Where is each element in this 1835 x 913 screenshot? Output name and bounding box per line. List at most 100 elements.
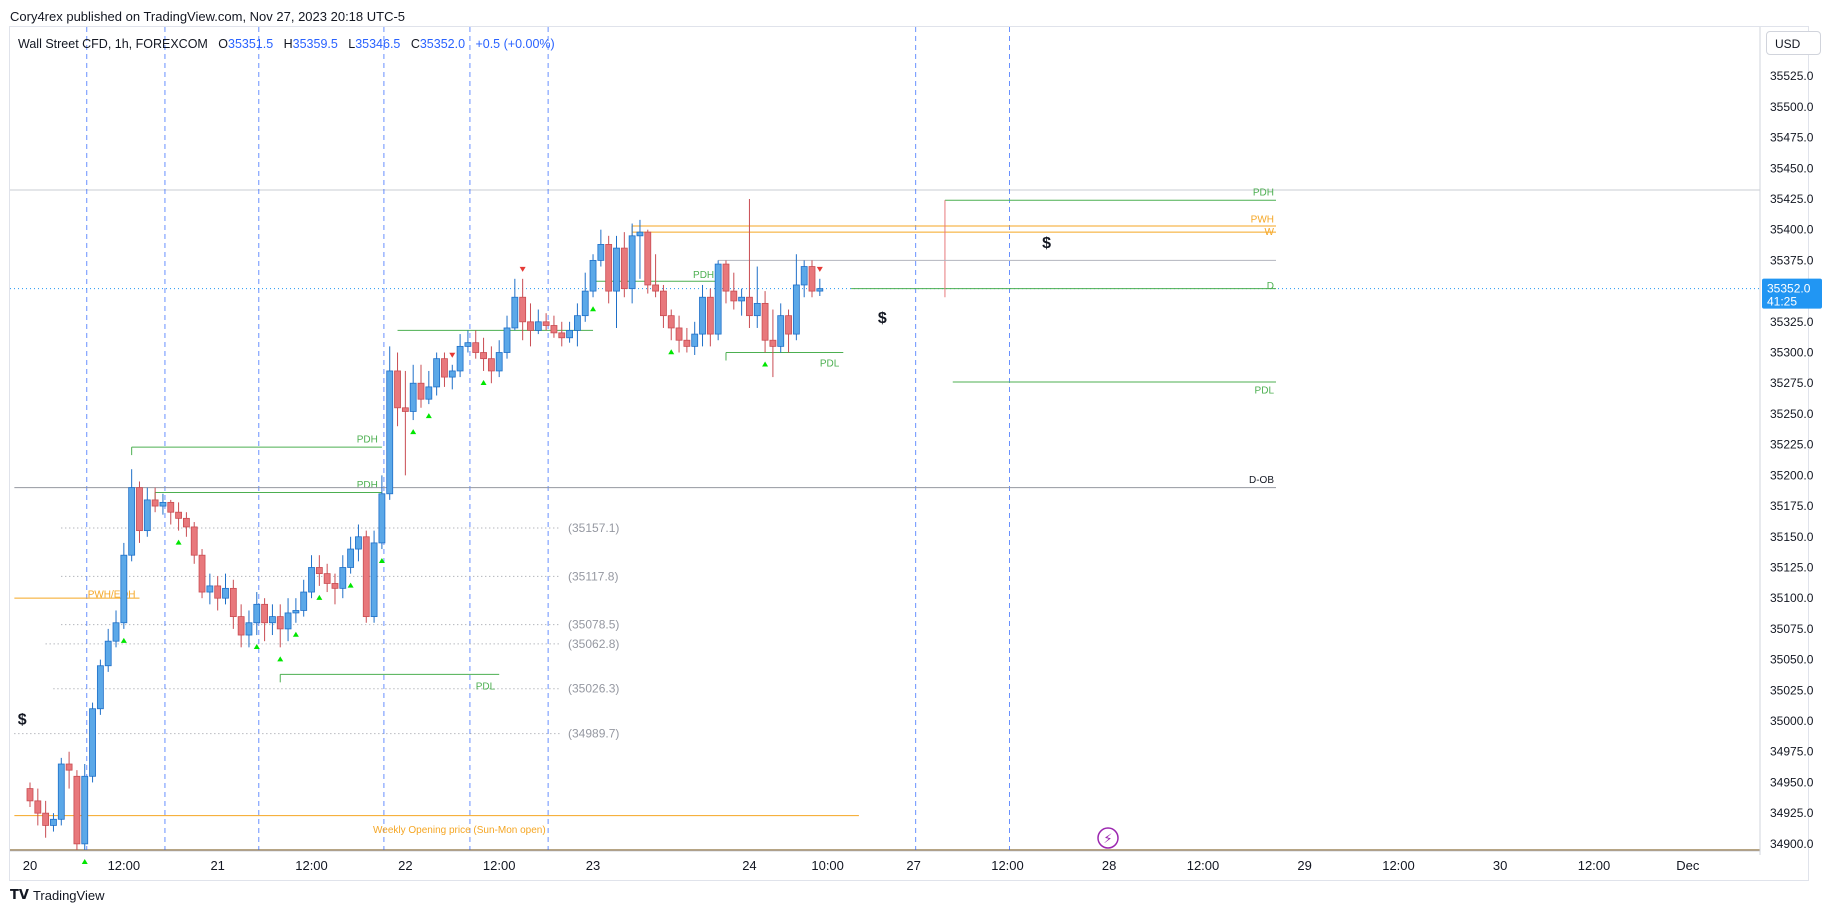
candle bbox=[441, 352, 448, 387]
candle-body bbox=[190, 526, 198, 556]
candle-body bbox=[417, 382, 425, 400]
candle bbox=[261, 598, 269, 642]
candle-body bbox=[487, 358, 495, 372]
candle-body bbox=[706, 296, 714, 335]
candle-body bbox=[42, 812, 50, 826]
footer-brand[interactable]: 𝗧𝗩 TradingView bbox=[10, 887, 104, 903]
pivot-high-marker bbox=[449, 352, 456, 358]
price-tick: 35375.0 bbox=[1770, 253, 1814, 267]
lightning-glyph: ⚡ bbox=[1103, 831, 1112, 846]
chart-frame[interactable] bbox=[9, 26, 1809, 881]
candle-body bbox=[605, 244, 613, 292]
candle bbox=[339, 555, 347, 599]
candle-body bbox=[143, 499, 151, 532]
candle bbox=[276, 604, 284, 648]
level-lines-layer: (35157.1) (35117.8) (35078.5) (35062.8) (350… bbox=[10, 188, 1760, 836]
price-tick: 35450.0 bbox=[1770, 161, 1814, 175]
candle-body bbox=[245, 622, 253, 636]
candle-body bbox=[777, 315, 785, 347]
candle-body bbox=[300, 591, 308, 611]
candle-body bbox=[480, 352, 487, 360]
pivot-low-marker bbox=[762, 361, 769, 367]
candle-body bbox=[503, 327, 511, 353]
fib-level-label: (35117.8) bbox=[568, 569, 618, 583]
candle bbox=[355, 524, 362, 562]
candle bbox=[331, 573, 339, 605]
candle-body bbox=[613, 247, 620, 292]
candle bbox=[222, 573, 229, 605]
candle bbox=[777, 303, 785, 353]
price-tag-bg bbox=[1762, 278, 1822, 309]
low-label: L bbox=[348, 37, 356, 51]
price-tick: 35275.0 bbox=[1770, 376, 1814, 390]
candle bbox=[534, 309, 542, 335]
candle bbox=[284, 598, 292, 642]
candle bbox=[214, 576, 222, 611]
candle-body bbox=[792, 284, 800, 335]
candle-body bbox=[550, 325, 558, 334]
grid-layer bbox=[10, 27, 1760, 851]
candle-body bbox=[448, 370, 456, 378]
candle bbox=[206, 573, 214, 605]
pivot-low-marker bbox=[410, 429, 417, 435]
candle bbox=[370, 530, 378, 623]
candle bbox=[315, 555, 323, 586]
candle bbox=[50, 813, 57, 832]
candle bbox=[386, 346, 394, 500]
lightning-circle bbox=[1097, 827, 1119, 849]
pivot-low-marker bbox=[668, 349, 675, 355]
ray-line-label: PWH bbox=[1251, 215, 1274, 226]
candle bbox=[785, 309, 792, 353]
time-tick: 29 bbox=[1297, 858, 1311, 873]
time-tick: 30 bbox=[1493, 858, 1507, 873]
ray-line-label: PDH bbox=[1253, 188, 1274, 199]
candle-body bbox=[628, 235, 636, 290]
candle-body bbox=[644, 231, 652, 286]
dollar-sign-label: $ bbox=[1042, 235, 1051, 252]
candle-body bbox=[73, 775, 81, 845]
level-segment-label: PDH bbox=[357, 480, 378, 491]
fib-level-label: (35026.3) bbox=[568, 682, 619, 696]
price-tick: 35475.0 bbox=[1770, 131, 1814, 145]
candle bbox=[761, 291, 769, 353]
candle bbox=[660, 284, 667, 328]
candle bbox=[347, 536, 355, 574]
candle bbox=[253, 592, 261, 636]
candle bbox=[417, 364, 425, 408]
candle bbox=[136, 481, 143, 543]
candle bbox=[519, 278, 527, 341]
candle bbox=[401, 370, 409, 476]
candle-body bbox=[746, 296, 753, 317]
candle bbox=[574, 303, 581, 347]
candle-body bbox=[120, 554, 128, 624]
candle-body bbox=[323, 573, 331, 584]
candle bbox=[480, 337, 487, 371]
candle bbox=[487, 346, 495, 384]
candle-body bbox=[182, 517, 190, 528]
candle-body bbox=[808, 266, 816, 292]
candle-body bbox=[57, 763, 65, 820]
time-tick: 27 bbox=[906, 858, 920, 873]
candle-body bbox=[136, 487, 143, 532]
price-tick: 35100.0 bbox=[1770, 591, 1814, 605]
candle bbox=[394, 352, 401, 427]
price-tick: 35200.0 bbox=[1770, 468, 1814, 482]
price-tick: 35000.0 bbox=[1770, 714, 1814, 728]
symbol-name[interactable]: Wall Street CFD, 1h, FOREXCOM bbox=[18, 37, 208, 51]
dollar-sign-label: $ bbox=[878, 310, 887, 327]
price-tick: 35300.0 bbox=[1770, 346, 1814, 360]
candle-body bbox=[816, 288, 824, 292]
pivot-low-marker bbox=[120, 637, 127, 643]
level-segment-label: PDL bbox=[476, 681, 496, 692]
candle-body bbox=[699, 296, 706, 335]
currency-selector[interactable]: USD bbox=[1766, 31, 1821, 55]
candle-body bbox=[167, 501, 175, 513]
time-tick: 24 bbox=[742, 858, 756, 873]
candle bbox=[464, 330, 472, 353]
candle-body bbox=[660, 290, 667, 317]
candle bbox=[26, 782, 34, 808]
candle-body bbox=[261, 603, 269, 624]
candle-body bbox=[222, 587, 229, 599]
candle-body bbox=[425, 386, 433, 400]
